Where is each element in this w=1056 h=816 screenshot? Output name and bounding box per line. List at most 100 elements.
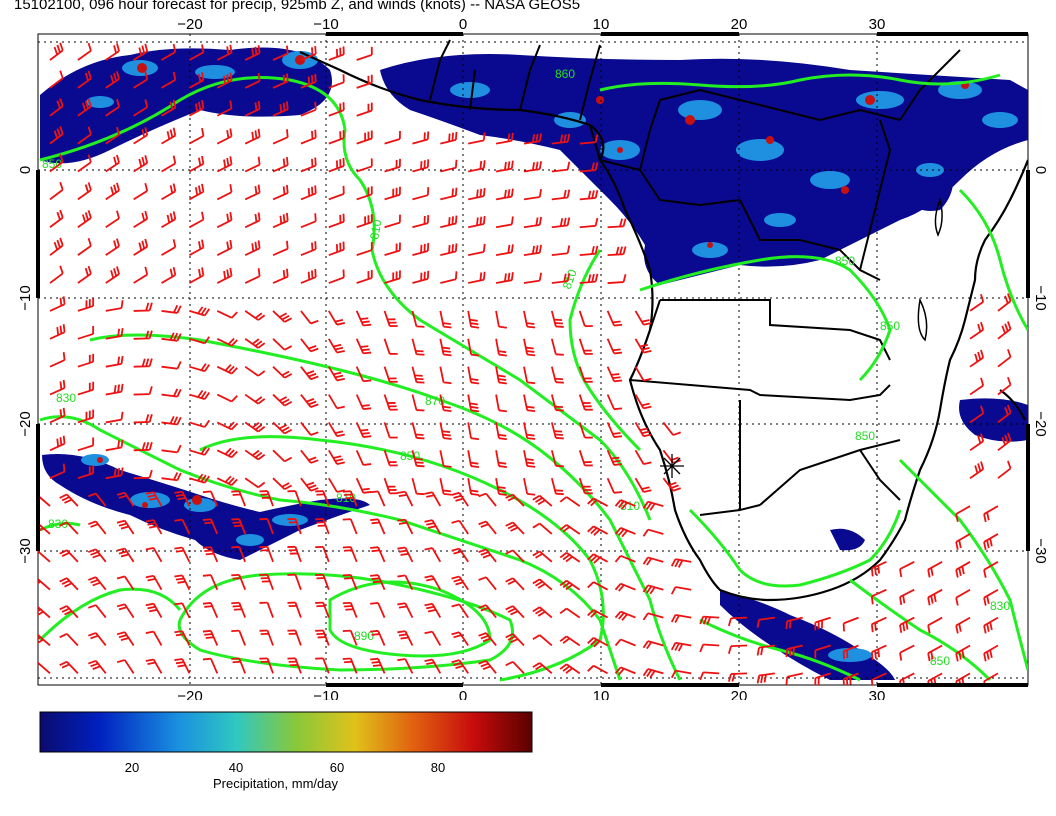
wind-barb-feather [148, 441, 153, 451]
wind-barb-feather [226, 269, 230, 278]
wind-barb-feather [120, 439, 124, 448]
wind-barb-feather [59, 42, 64, 51]
wind-barb-feather [980, 405, 985, 414]
wind-barb-feather [674, 615, 680, 623]
wind-barb-staff [566, 496, 581, 507]
wind-barb-feather [169, 332, 175, 341]
wind-barb-feather [149, 525, 158, 529]
wind-barb-feather [286, 212, 289, 221]
wind-barb-staff [356, 165, 373, 173]
wind-barb-feather [677, 643, 684, 652]
wind-barb-feather [505, 549, 514, 555]
wind-barb-feather [204, 633, 213, 636]
wind-barb-feather [1004, 295, 1009, 304]
wind-barb-feather [59, 493, 68, 499]
wind-barb-feather [147, 661, 156, 665]
wind-barb-feather [554, 489, 563, 492]
wind-barb-feather [643, 377, 652, 382]
wind-barb-feather [363, 463, 372, 466]
wind-barb-staff [730, 616, 748, 620]
wind-barb-feather [361, 404, 370, 407]
wind-barb-feather [147, 605, 156, 610]
wind-barb-feather [642, 501, 649, 509]
wind-barb-feather [554, 322, 563, 325]
wind-barb-feather [443, 465, 452, 468]
wind-barb-feather [113, 240, 118, 249]
wind-barb-feather [983, 569, 987, 578]
wind-barb-feather [120, 637, 129, 642]
wind-barb-staff [550, 338, 557, 355]
wind-barb-feather [642, 640, 649, 649]
wind-barb-staff [152, 631, 163, 646]
wind-barb-feather [785, 648, 789, 658]
wind-barb-feather [176, 416, 182, 425]
wind-barb-feather [145, 442, 150, 451]
wind-barb-feather [641, 346, 650, 351]
wind-barb-feather [116, 519, 126, 524]
wind-barb-feather [284, 484, 293, 491]
wind-barb-feather [699, 616, 704, 625]
wind-barb-feather [470, 493, 480, 496]
wind-barb-feather [527, 492, 536, 496]
wind-barb-feather [507, 189, 511, 198]
wind-barb-staff [439, 366, 445, 383]
wind-barb-feather [64, 582, 73, 588]
wind-barb-staff [294, 574, 302, 591]
wind-barb-staff [328, 81, 345, 89]
lat-tick-right: −30 [1032, 538, 1049, 563]
wind-barb-feather [286, 101, 289, 110]
wind-barb-feather [646, 641, 653, 650]
wind-barb-staff [468, 139, 485, 145]
wind-barb-feather [498, 325, 507, 329]
wind-barb-feather [974, 353, 979, 362]
wind-barb-feather [986, 512, 990, 521]
wind-barb-feather [173, 472, 179, 481]
wind-barb-staff [578, 422, 586, 438]
wind-barb-feather [176, 361, 182, 370]
wind-barb-feather [371, 661, 380, 664]
wind-barb-staff [377, 491, 386, 507]
wind-barb-feather [173, 332, 179, 341]
wind-barb-feather [38, 638, 44, 644]
wind-barb-feather [281, 314, 290, 321]
wind-barb-staff [244, 163, 261, 173]
wind-barb-staff [66, 633, 79, 647]
wind-barb-staff [161, 365, 178, 370]
wind-barb-feather [254, 241, 258, 250]
lon-tick-top: 30 [869, 16, 886, 33]
wind-barb-staff [272, 449, 286, 463]
wind-barb-staff [411, 310, 418, 327]
wind-barb-feather [505, 633, 514, 639]
wind-barb-feather [989, 621, 993, 631]
wind-barb-feather [147, 522, 156, 526]
lon-tick-bottom: 0 [459, 688, 467, 700]
wind-barb-feather [643, 433, 652, 438]
wind-barb-feather [311, 270, 314, 279]
wind-barb-feather [649, 586, 656, 595]
wind-barb-feather [537, 583, 546, 589]
wind-barb-feather [535, 217, 539, 226]
wind-barb-feather [202, 574, 211, 577]
wind-barb-feather [117, 440, 121, 449]
contour-label: 850 [835, 254, 855, 268]
wind-barb-feather [591, 162, 595, 171]
wind-barb-staff [786, 672, 803, 678]
wind-barb-feather [476, 189, 479, 198]
wind-barb-feather [88, 632, 97, 637]
wind-barb-feather [282, 158, 286, 167]
wind-barb-feather [955, 569, 959, 578]
wind-barb-feather [88, 659, 97, 665]
wind-barb-feather [899, 624, 903, 633]
wind-barb-staff [216, 310, 233, 319]
wind-barb-feather [955, 597, 959, 606]
wind-barb-feather [424, 491, 433, 495]
wind-barb-feather [563, 134, 567, 143]
wind-barb-feather [88, 492, 97, 498]
wind-barb-feather [257, 156, 261, 165]
wind-barb-feather [451, 547, 460, 552]
wind-barb-feather [197, 185, 202, 194]
wind-barb-feather [227, 365, 235, 373]
wind-barb-feather [478, 548, 487, 553]
wind-barb-feather [397, 574, 406, 578]
wind-barb-feather [454, 131, 458, 140]
